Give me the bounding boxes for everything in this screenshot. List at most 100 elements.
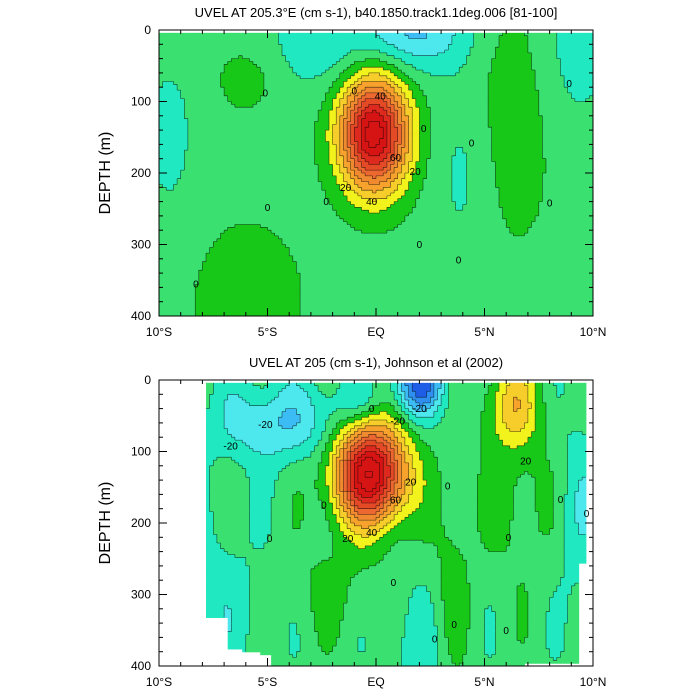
contour-cell <box>260 98 265 103</box>
contour-cell <box>180 90 185 94</box>
contour-cell <box>448 81 453 85</box>
contour-cell <box>462 55 468 60</box>
contour-cell <box>242 72 247 77</box>
contour-cell <box>347 38 352 43</box>
contour-cell <box>263 92 269 97</box>
contour-cell <box>281 72 287 77</box>
contour-cell <box>556 52 562 57</box>
contour-cell <box>195 67 200 71</box>
contour-cell <box>289 78 294 83</box>
contour-cell <box>484 72 489 77</box>
contour-cell <box>444 55 449 60</box>
contour-cell <box>332 67 337 71</box>
contour-cell <box>437 98 442 103</box>
contour-cell <box>585 78 590 83</box>
contour-cell <box>502 104 507 108</box>
contour-cell <box>227 92 232 97</box>
contour-cell <box>361 81 366 85</box>
contour-cell <box>578 90 583 94</box>
contour-cell <box>368 78 373 83</box>
contour-cell <box>166 81 171 85</box>
contour-cell <box>278 95 283 100</box>
contour-cell <box>412 81 417 85</box>
contour-cell <box>524 58 529 63</box>
contour-cell <box>386 44 392 48</box>
contour-cell <box>169 67 175 71</box>
contour-cell <box>437 35 442 40</box>
contour-cell <box>462 32 468 37</box>
contour-cell <box>177 95 182 100</box>
contour-cell <box>166 84 171 88</box>
contour-cell <box>585 92 590 97</box>
contour-cell <box>549 61 554 65</box>
contour-cell <box>256 72 261 77</box>
contour-cell <box>325 52 330 57</box>
contour-cell <box>394 58 399 63</box>
contour-cell <box>466 72 471 77</box>
contour-cell <box>267 44 272 48</box>
contour-cell <box>357 58 363 63</box>
contour-cell <box>506 64 511 68</box>
contour-cell <box>184 81 189 85</box>
contour-cell <box>502 58 507 63</box>
contour-cell <box>292 67 298 71</box>
contour-cell <box>274 38 279 43</box>
contour-cell <box>480 75 486 80</box>
contour-cell <box>227 87 232 91</box>
contour-cell <box>202 95 207 100</box>
contour-cell <box>350 44 355 48</box>
contour-cell <box>173 90 178 94</box>
contour-cell <box>408 72 413 77</box>
contour-cell <box>278 47 283 51</box>
contour-cell <box>343 101 348 105</box>
contour-cell <box>498 58 504 63</box>
contour-cell <box>531 70 536 74</box>
contour-cell <box>571 87 576 91</box>
contour-cell <box>336 61 341 65</box>
contour-cell <box>423 81 428 85</box>
contour-cell <box>339 81 345 85</box>
contour-cell <box>159 64 164 68</box>
contour-cell <box>180 32 185 37</box>
contour-cell <box>328 104 334 108</box>
contour-cell <box>260 92 265 97</box>
contour-cell <box>184 35 189 40</box>
contour-cell <box>354 81 359 85</box>
contour-cell <box>242 47 247 51</box>
contour-cell <box>307 64 312 68</box>
contour-cell <box>412 67 417 71</box>
contour-cell <box>430 101 435 105</box>
contour-cell <box>412 70 417 74</box>
contour-cell <box>455 47 460 51</box>
contour-cell <box>242 64 247 68</box>
contour-cell <box>564 90 569 94</box>
contour-cell <box>263 104 269 108</box>
contour-cell <box>245 38 251 43</box>
contour-cell <box>451 35 457 40</box>
contour-cell <box>408 84 413 88</box>
contour-cell <box>213 52 218 57</box>
contour-cell <box>350 61 355 65</box>
contour-cell <box>451 87 457 91</box>
contour-cell <box>394 75 399 80</box>
contour-cell <box>531 98 536 103</box>
contour-cell <box>376 50 381 54</box>
contour-cell <box>379 61 384 65</box>
contour-cell <box>209 47 214 51</box>
contour-cell <box>300 78 305 83</box>
contour-cell <box>224 92 229 97</box>
contour-cell <box>325 61 330 65</box>
contour-cell <box>401 52 406 57</box>
contour-cell <box>509 95 515 100</box>
contour-cell <box>318 78 323 83</box>
contour-cell <box>220 44 225 48</box>
contour-cell <box>198 61 203 65</box>
contour-cell <box>433 64 439 68</box>
contour-cell <box>202 104 207 108</box>
contour-cell <box>227 41 232 45</box>
contour-cell <box>159 90 164 94</box>
contour-cell <box>527 44 533 48</box>
contour-cell <box>227 61 232 65</box>
contour-cell <box>202 50 207 54</box>
contour-cell <box>379 55 384 60</box>
